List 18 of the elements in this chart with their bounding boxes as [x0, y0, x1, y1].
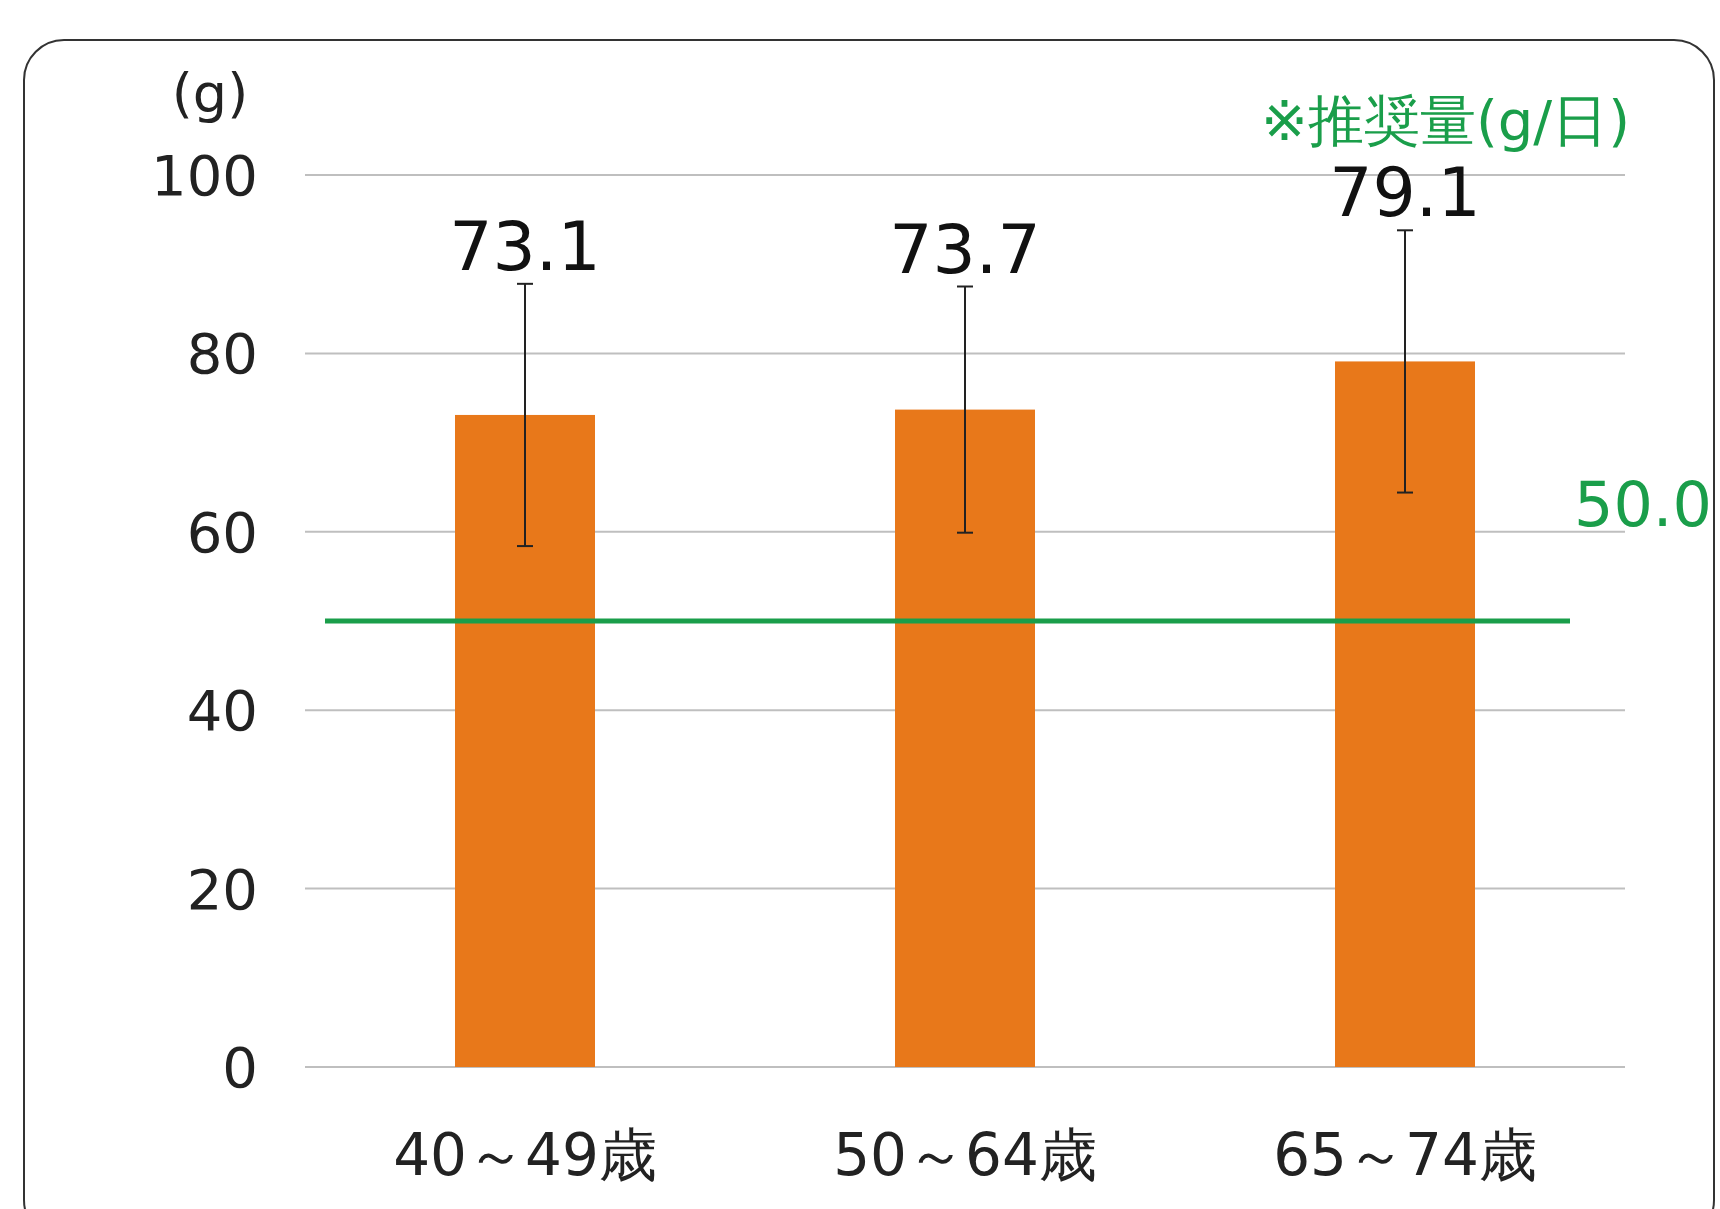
data-label: 73.7 — [889, 209, 1041, 289]
y-tick-label: 20 — [186, 856, 258, 922]
ref-line-label: 50.0 — [1573, 468, 1712, 541]
y-tick-label: 60 — [186, 499, 258, 565]
x-tick-label: 65～74歳 — [1273, 1121, 1537, 1189]
data-label: 79.1 — [1329, 153, 1481, 233]
y-axis-title: (g) — [171, 62, 249, 125]
y-tick-label: 100 — [151, 143, 258, 208]
bar — [895, 409, 1035, 1067]
bar — [1335, 361, 1475, 1067]
y-tick-label: 40 — [186, 678, 258, 744]
x-tick-label: 40～49歳 — [393, 1121, 657, 1189]
y-tick-label: 80 — [186, 321, 258, 387]
bar — [455, 414, 595, 1067]
text: ※推奨量(g/日) — [1260, 88, 1630, 153]
x-tick-label: 50～64歳 — [833, 1121, 1097, 1189]
data-label: 73.1 — [449, 206, 601, 286]
y-tick-label: 0 — [222, 1035, 258, 1100]
